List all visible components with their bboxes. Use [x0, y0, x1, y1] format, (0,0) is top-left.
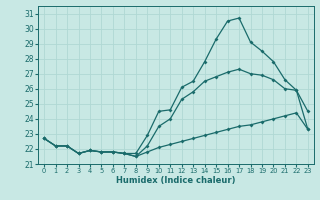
- X-axis label: Humidex (Indice chaleur): Humidex (Indice chaleur): [116, 176, 236, 185]
